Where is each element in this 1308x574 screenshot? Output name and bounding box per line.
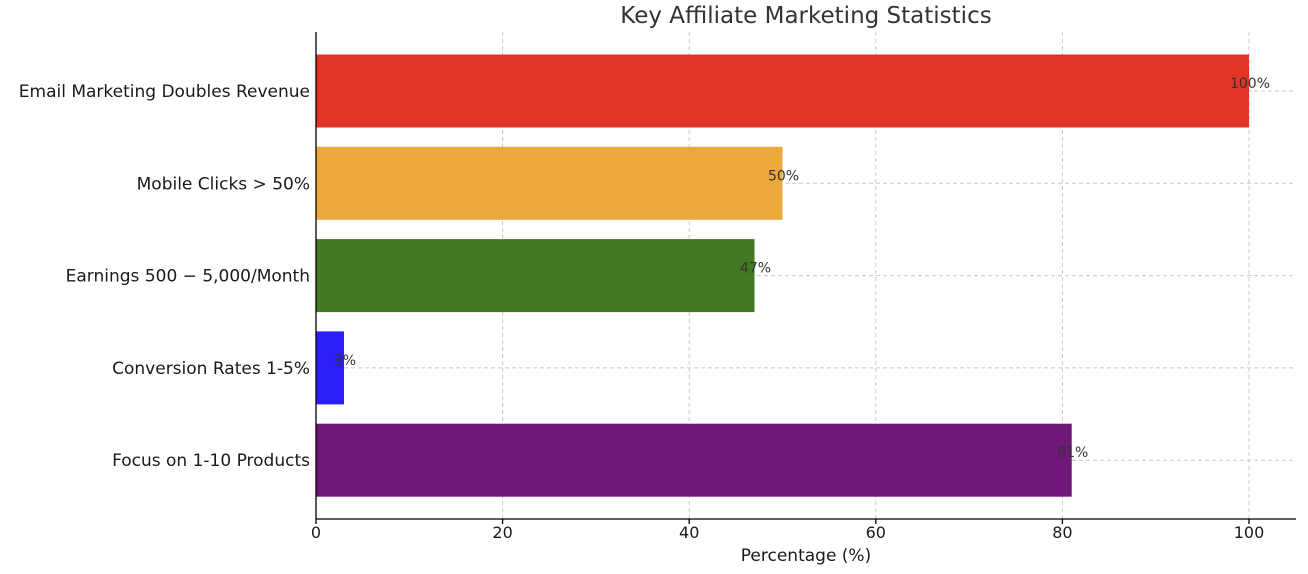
x-axis-label: Percentage (%)	[741, 546, 871, 566]
bar-value-label: 3%	[334, 353, 356, 369]
bar-value-label: 100%	[1230, 76, 1270, 92]
x-tick-label: 0	[311, 523, 321, 542]
bar	[316, 331, 344, 405]
x-tick-label: 80	[1052, 523, 1072, 542]
category-labels: Email Marketing Doubles Revenue Mobile Cl…	[19, 82, 310, 471]
axes	[315, 32, 1296, 520]
category-label: Conversion Rates 1-5%	[112, 359, 310, 379]
bars	[316, 54, 1249, 497]
bar-value-label: 50%	[768, 168, 799, 184]
bar	[316, 54, 1249, 128]
bar	[316, 239, 755, 313]
value-labels: 100% 50% 47% 3% 81%	[334, 76, 1270, 461]
category-label: Earnings 500 − 5,000/Month	[66, 267, 310, 287]
chart-title: Key Affiliate Marketing Statistics	[620, 3, 991, 29]
category-label: Focus on 1-10 Products	[112, 451, 310, 471]
bar	[316, 423, 1072, 497]
bar-value-label: 81%	[1057, 445, 1088, 461]
x-tick-labels: 0 20 40 60 80 100	[311, 519, 1264, 542]
bar	[316, 146, 783, 220]
category-label: Mobile Clicks > 50%	[137, 174, 310, 194]
category-label: Email Marketing Doubles Revenue	[19, 82, 310, 102]
x-tick-label: 100	[1234, 523, 1265, 542]
x-tick-label: 40	[679, 523, 699, 542]
bar-value-label: 47%	[740, 261, 771, 277]
x-tick-label: 20	[492, 523, 512, 542]
x-tick-label: 60	[866, 523, 886, 542]
